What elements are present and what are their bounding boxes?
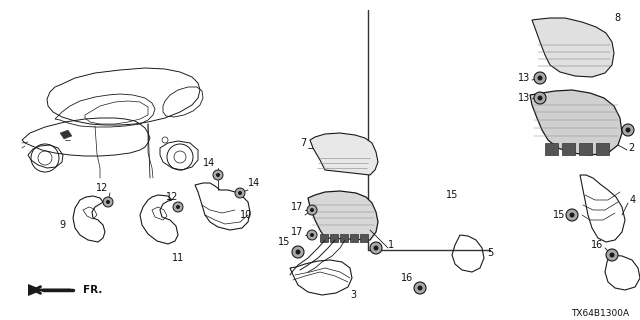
Text: 14: 14: [248, 178, 260, 188]
Text: 13: 13: [518, 73, 530, 83]
Text: 9: 9: [59, 220, 65, 230]
Text: 16: 16: [401, 273, 413, 283]
Polygon shape: [60, 130, 72, 139]
Circle shape: [307, 205, 317, 215]
Polygon shape: [340, 234, 348, 242]
Text: 12: 12: [166, 192, 178, 202]
Circle shape: [238, 191, 242, 195]
Circle shape: [103, 197, 113, 207]
Polygon shape: [596, 143, 609, 155]
Text: 10: 10: [240, 210, 252, 220]
Circle shape: [566, 209, 578, 221]
Polygon shape: [360, 234, 368, 242]
Polygon shape: [545, 143, 558, 155]
Text: 5: 5: [487, 248, 493, 258]
Text: 16: 16: [591, 240, 603, 250]
Circle shape: [538, 76, 543, 81]
Circle shape: [307, 230, 317, 240]
Circle shape: [216, 173, 220, 177]
Text: 3: 3: [350, 290, 356, 300]
Circle shape: [213, 170, 223, 180]
Circle shape: [292, 246, 304, 258]
Circle shape: [625, 127, 630, 132]
Circle shape: [235, 188, 245, 198]
Circle shape: [417, 285, 422, 291]
Polygon shape: [350, 234, 358, 242]
Text: 13: 13: [518, 93, 530, 103]
Circle shape: [310, 208, 314, 212]
Circle shape: [176, 205, 180, 209]
Text: 12: 12: [95, 183, 108, 193]
Circle shape: [622, 124, 634, 136]
Circle shape: [570, 212, 575, 218]
Text: 15: 15: [278, 237, 290, 247]
Polygon shape: [562, 143, 575, 155]
Circle shape: [534, 92, 546, 104]
Text: 14: 14: [203, 158, 215, 168]
Circle shape: [414, 282, 426, 294]
Polygon shape: [308, 191, 378, 240]
Text: 2: 2: [628, 143, 634, 153]
Circle shape: [173, 202, 183, 212]
Text: 4: 4: [630, 195, 636, 205]
Polygon shape: [320, 234, 328, 242]
Text: 17: 17: [291, 202, 303, 212]
Polygon shape: [579, 143, 592, 155]
Circle shape: [374, 245, 378, 251]
Circle shape: [609, 252, 614, 258]
Text: FR.: FR.: [83, 285, 102, 295]
Polygon shape: [532, 18, 614, 77]
Text: 1: 1: [388, 240, 394, 250]
Polygon shape: [530, 90, 622, 155]
Text: 11: 11: [172, 253, 184, 263]
Polygon shape: [310, 133, 378, 175]
Circle shape: [370, 242, 382, 254]
Text: 17: 17: [291, 227, 303, 237]
Circle shape: [106, 200, 110, 204]
Text: 15: 15: [445, 190, 458, 200]
Circle shape: [310, 233, 314, 237]
Text: TX64B1300A: TX64B1300A: [571, 308, 629, 317]
Text: 7: 7: [300, 138, 306, 148]
Circle shape: [296, 250, 301, 254]
Polygon shape: [330, 234, 338, 242]
Circle shape: [538, 95, 543, 100]
Circle shape: [534, 72, 546, 84]
Polygon shape: [28, 284, 43, 296]
Text: 15: 15: [552, 210, 565, 220]
Text: 8: 8: [614, 13, 620, 23]
Circle shape: [606, 249, 618, 261]
